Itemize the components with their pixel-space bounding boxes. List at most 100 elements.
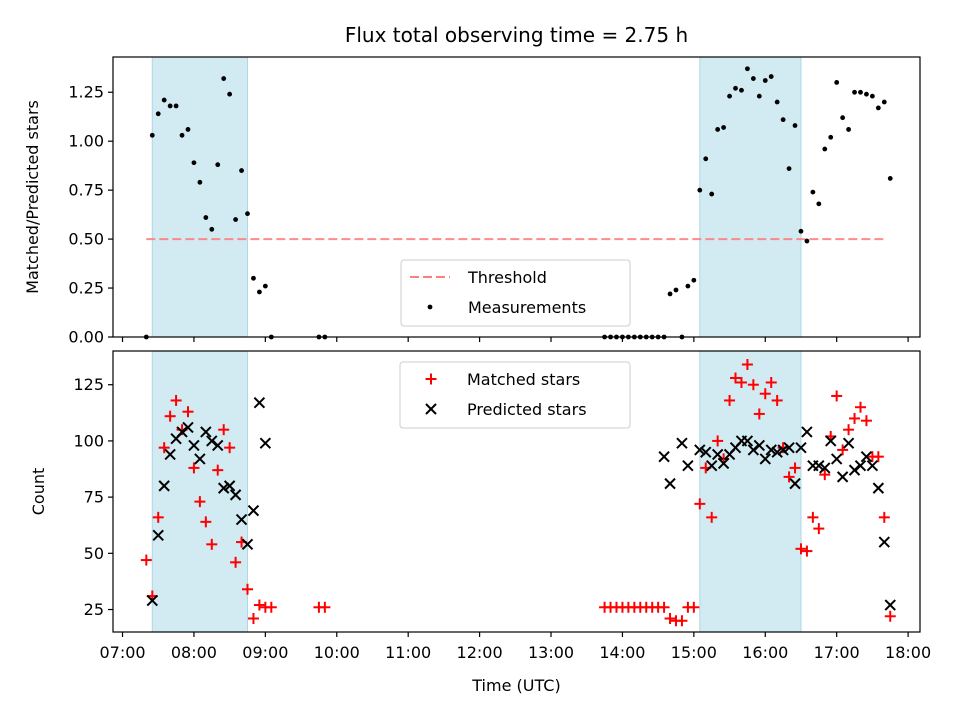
shaded-interval xyxy=(152,57,248,337)
x-tick-label: 09:00 xyxy=(242,643,288,662)
matched-star-point xyxy=(837,444,849,456)
matched-star-point xyxy=(789,462,801,474)
predicted-star-point xyxy=(705,459,718,472)
predicted-star-point xyxy=(194,453,206,465)
legend-matched-swatch xyxy=(425,373,437,385)
predicted-star-point xyxy=(711,448,724,461)
measurement-point xyxy=(780,117,786,123)
matched-star-point xyxy=(158,442,170,454)
predicted-star-point xyxy=(664,477,676,490)
measurement-point xyxy=(239,168,244,173)
measurement-point xyxy=(822,146,828,152)
measurement-point xyxy=(774,99,780,105)
measurement-point xyxy=(697,187,703,193)
x-tick-label: 11:00 xyxy=(385,643,431,662)
predicted-star-point xyxy=(206,435,218,447)
measurement-point xyxy=(709,191,715,197)
predicted-star-point-b xyxy=(164,448,176,461)
matched-star-point xyxy=(218,424,230,436)
top-legend-box xyxy=(400,259,631,327)
x-tick-label: 12:00 xyxy=(457,643,503,662)
predicted-star-point-b xyxy=(783,441,795,454)
predicted-star-point xyxy=(152,529,164,542)
predicted-star-point xyxy=(223,480,236,492)
predicted-star-point xyxy=(259,437,272,449)
matched-star-point xyxy=(730,372,742,384)
matched-star-point xyxy=(872,451,884,463)
measurement-point xyxy=(191,160,197,166)
predicted-star-point-b xyxy=(676,437,688,449)
y-tick-label: 25 xyxy=(84,600,104,619)
predicted-star-point-b xyxy=(759,453,771,465)
predicted-star-point-b xyxy=(848,464,861,476)
matched-star-point xyxy=(795,543,807,555)
legend-predicted-label: Predicted stars xyxy=(467,400,587,419)
matched-star-point xyxy=(878,511,890,523)
predicted-star-point xyxy=(825,435,837,447)
measurement-point xyxy=(840,115,846,121)
measurement-point xyxy=(881,99,887,105)
predicted-star-point xyxy=(819,462,831,474)
measurement-point xyxy=(227,91,233,97)
matched-star-point xyxy=(140,554,152,566)
predicted-star-point xyxy=(795,441,807,454)
matched-star-point xyxy=(741,358,753,370)
predicted-star-point-b xyxy=(813,459,825,472)
predicted-star-point-b xyxy=(836,471,849,483)
y-tick-label: 1.00 xyxy=(68,132,104,151)
x-tick-label: 16:00 xyxy=(742,643,788,662)
x-tick-label: 18:00 xyxy=(885,643,931,662)
bottom-legend: Matched stars Predicted stars xyxy=(399,361,631,429)
measurement-point xyxy=(739,87,744,93)
predicted-star-point-b xyxy=(819,462,831,474)
predicted-star-point-b xyxy=(842,437,855,449)
measurement-point xyxy=(149,132,155,138)
top-panel: 0.00 0.25 0.50 0.75 1.00 1.25 Flux total obse… xyxy=(23,23,921,347)
measurement-point xyxy=(257,289,262,295)
bottom-x-ticks: 07:00 08:00 09:00 10:00 11:00 12:00 13:00 14:00… xyxy=(99,632,931,662)
shaded-interval xyxy=(699,351,801,632)
bottom-y-axis-label: Count xyxy=(29,468,48,516)
y-tick-label: 1.25 xyxy=(68,83,104,102)
matched-star-point xyxy=(771,394,783,406)
predicted-star-point-b xyxy=(241,538,254,551)
legend-predicted-swatch xyxy=(425,403,437,415)
matched-star-point xyxy=(813,523,825,535)
matched-star-point xyxy=(854,401,866,413)
matched-star-point xyxy=(658,601,670,613)
y-tick-label: 0.50 xyxy=(68,230,104,249)
x-tick-label: 07:00 xyxy=(99,643,145,662)
top-measurement-points xyxy=(143,66,893,340)
predicted-star-point xyxy=(801,426,813,438)
predicted-star-point-b xyxy=(765,444,777,456)
predicted-star-point-b xyxy=(777,444,789,456)
predicted-star-point xyxy=(164,448,176,461)
predicted-star-point-b xyxy=(253,396,266,409)
predicted-star-point-b xyxy=(753,439,766,452)
measurement-point xyxy=(673,287,679,293)
measurement-point xyxy=(828,134,834,140)
predicted-star-point-b xyxy=(872,482,885,494)
x-axis-label: Time (UTC) xyxy=(471,676,560,695)
matched-star-point xyxy=(724,394,736,406)
y-tick-label: 0.25 xyxy=(68,279,104,298)
predicted-star-point xyxy=(830,453,843,465)
predicted-star-point-b xyxy=(247,504,260,517)
predicted-star-point xyxy=(813,459,825,472)
legend-plus-marker xyxy=(425,373,437,385)
measurement-point xyxy=(727,93,732,99)
matched-star-point xyxy=(247,613,259,625)
predicted-star-point xyxy=(717,457,730,470)
measurement-point xyxy=(233,217,238,222)
predicted-star-point-b xyxy=(801,426,813,438)
predicted-star-point-b xyxy=(854,459,867,472)
predicted-star-point xyxy=(146,594,158,607)
measurement-point xyxy=(179,132,185,138)
predicted-star-point-b xyxy=(658,450,670,463)
predicted-star-point-b xyxy=(223,480,236,492)
matched-star-point xyxy=(664,613,676,625)
measurement-point xyxy=(869,93,875,99)
measurement-point xyxy=(756,93,762,99)
measurement-point xyxy=(203,215,209,220)
predicted-star-point xyxy=(789,477,801,490)
